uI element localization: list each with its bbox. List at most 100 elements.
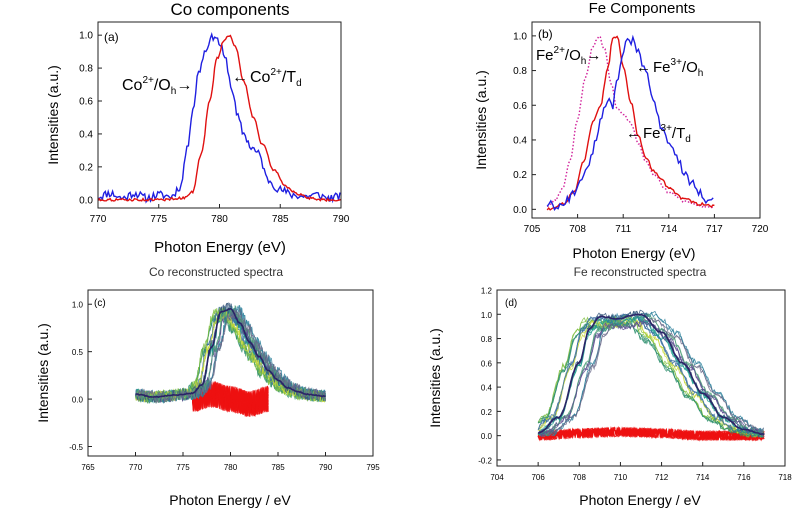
- panel-a-ticks: 770 775 780 785 790 0.0 0.2 0.4 0.6 0.8 1.0: [79, 31, 350, 225]
- series-line-fe2--td: [546, 35, 715, 211]
- y-tick-label: 0.0: [79, 195, 93, 206]
- x-tick-label: 708: [569, 224, 586, 235]
- annotation-fe3-td: ← Fe3+/Td: [626, 123, 691, 145]
- y-tick-label: 0.6: [79, 97, 93, 108]
- panel-d-ylabel: Intensities (a.u.): [427, 328, 443, 428]
- y-tick-label: 1.2: [481, 287, 493, 296]
- x-tick-label: 717: [706, 224, 723, 235]
- panel-c-label: (c): [94, 298, 106, 309]
- panel-a-series: [98, 32, 341, 204]
- y-tick-label: -0.5: [69, 443, 83, 452]
- reconstructed-line: [135, 307, 326, 403]
- panel-c-title: Co reconstructed spectra: [149, 265, 283, 279]
- y-tick-label: 0.2: [79, 162, 93, 173]
- x-tick-label: 704: [490, 473, 504, 482]
- x-tick-label: 785: [272, 214, 289, 225]
- annotation-co2-oh: Co2+/Oh→: [122, 75, 192, 97]
- panel-a-xlabel: Photon Energy (eV): [154, 239, 286, 256]
- panel-a-label: (a): [104, 30, 119, 44]
- x-tick-label: 711: [615, 224, 631, 235]
- panel-b-frame: [531, 21, 761, 219]
- reconstructed-line: [537, 315, 764, 438]
- y-tick-label: 1.0: [481, 311, 493, 320]
- panel-c-series: [135, 302, 326, 418]
- panel-b-xlabel: Photon Energy (eV): [573, 245, 696, 261]
- y-tick-label: 0.8: [79, 64, 93, 75]
- y-tick-label: 0.2: [513, 170, 527, 181]
- x-tick-label: 720: [752, 224, 769, 235]
- y-tick-label: 0.4: [481, 384, 493, 393]
- panel-b-label: (b): [538, 27, 553, 41]
- y-tick-label: 1.0: [79, 31, 93, 42]
- x-tick-label: 706: [531, 473, 545, 482]
- residual-line: [537, 426, 765, 442]
- panel-d-label: (d): [505, 298, 517, 309]
- x-tick-label: 765: [81, 463, 95, 472]
- reconstructed-line: [537, 310, 764, 437]
- panel-d-title: Fe reconstructed spectra: [574, 265, 707, 279]
- panel-d-xlabel: Photon Energy / eV: [579, 492, 701, 508]
- x-tick-label: 718: [778, 473, 792, 482]
- x-tick-label: 780: [224, 463, 238, 472]
- y-tick-label: 1.0: [72, 301, 84, 310]
- panel-b-title: Fe Components: [589, 0, 696, 17]
- y-tick-label: -0.2: [478, 456, 492, 465]
- y-tick-label: 0.6: [513, 101, 527, 112]
- x-tick-label: 770: [129, 463, 143, 472]
- y-tick-label: 0.2: [481, 408, 493, 417]
- x-tick-label: 705: [524, 224, 541, 235]
- annotation-co2-td: ← Co2+/Td: [232, 67, 302, 89]
- reconstructed-mean-line: [537, 313, 765, 436]
- x-tick-label: 770: [90, 214, 107, 225]
- series-line-fe3--oh: [546, 34, 714, 211]
- y-tick-label: 0.5: [72, 348, 84, 357]
- panel-d: Fe reconstructed spectra 704 706 708 710 712…: [427, 265, 792, 508]
- x-tick-label: 714: [696, 473, 710, 482]
- x-tick-label: 790: [319, 463, 333, 472]
- x-tick-label: 710: [614, 473, 628, 482]
- reconstructed-line: [538, 321, 764, 438]
- y-tick-label: 0.6: [481, 359, 493, 368]
- y-tick-label: 0.4: [513, 135, 527, 146]
- x-tick-label: 716: [737, 473, 751, 482]
- series-line-co2--td: [98, 34, 341, 203]
- panel-d-series: [537, 309, 765, 442]
- x-tick-label: 708: [573, 473, 587, 482]
- panel-a-frame: [97, 21, 342, 209]
- y-tick-label: 0.8: [481, 335, 493, 344]
- x-tick-label: 780: [211, 214, 228, 225]
- panel-c-frame: [87, 289, 374, 457]
- x-tick-label: 712: [655, 473, 669, 482]
- y-tick-label: 1.0: [513, 31, 527, 42]
- reconstructed-line: [537, 317, 764, 437]
- panel-b: Fe Components 705 708 711 714 717 720 0.0 0.2 0.…: [473, 0, 769, 261]
- y-tick-label: 0.0: [513, 205, 527, 216]
- panel-d-ticks: 704 706 708 710 712 714 716 718 -0.2 0.0 0.2 0.4 0.6…: [478, 287, 792, 483]
- x-tick-label: 785: [271, 463, 285, 472]
- panel-c: Co reconstructed spectra 765 770 775 780 785…: [35, 265, 380, 508]
- panel-a-title: Co components: [170, 0, 289, 19]
- annotation-fe2-oh: Fe2+/Oh→: [536, 45, 601, 67]
- y-tick-label: 0.8: [513, 66, 527, 77]
- y-tick-label: 0.0: [481, 432, 493, 441]
- panel-c-ylabel: Intensities (a.u.): [35, 323, 51, 423]
- panel-c-xlabel: Photon Energy / eV: [169, 492, 291, 508]
- x-tick-label: 790: [333, 214, 350, 225]
- panel-b-series: [546, 34, 715, 211]
- panel-a-ylabel: Intensities (a.u.): [45, 65, 61, 165]
- x-tick-label: 775: [176, 463, 190, 472]
- y-tick-label: 0.4: [79, 129, 93, 140]
- panel-d-frame: [496, 289, 786, 467]
- reconstructed-line: [537, 313, 764, 438]
- series-line-co2--oh: [98, 32, 341, 204]
- reconstructed-line: [537, 320, 764, 438]
- panel-b-ylabel: Intensities (a.u.): [473, 70, 489, 170]
- panel-c-ticks: 765 770 775 780 785 790 795 -0.5 0.0 0.5 1.0: [69, 301, 380, 472]
- x-tick-label: 795: [366, 463, 380, 472]
- panel-b-ticks: 705 708 711 714 717 720 0.0 0.2 0.4 0.6 0.8 1.0: [513, 31, 769, 235]
- reconstructed-mean-line: [135, 307, 326, 399]
- panel-a: Co components 770 775 780 785 790 0.0 0.2 0.4 0.…: [45, 0, 350, 256]
- y-tick-label: 0.0: [72, 396, 84, 405]
- x-tick-label: 714: [660, 224, 677, 235]
